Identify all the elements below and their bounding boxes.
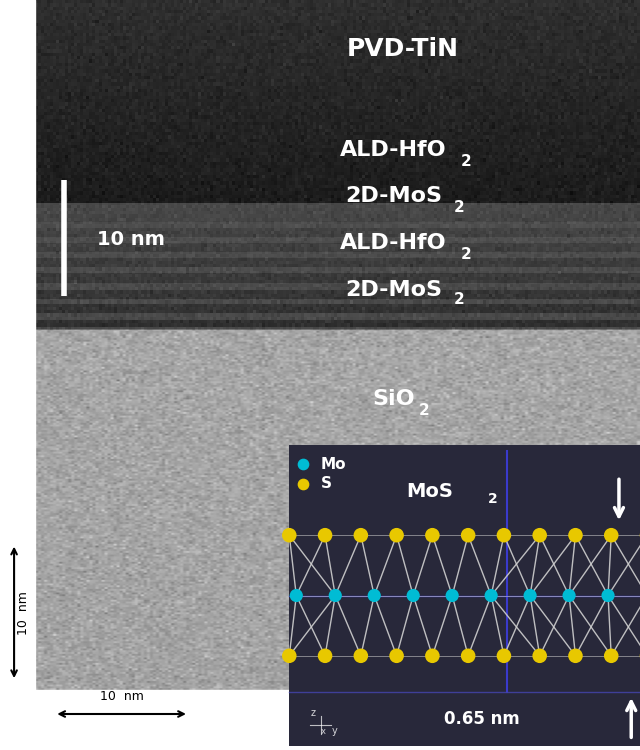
Text: 2: 2 — [454, 292, 465, 308]
Point — [392, 530, 402, 542]
Text: ALD-HfO: ALD-HfO — [340, 233, 447, 253]
Text: z: z — [310, 708, 316, 718]
Text: SiO: SiO — [372, 389, 415, 409]
Text: ALD-HfO: ALD-HfO — [340, 140, 447, 160]
Point — [369, 590, 380, 602]
Text: y: y — [332, 726, 337, 736]
Text: PVD-TiN: PVD-TiN — [347, 37, 460, 61]
Point — [284, 650, 294, 662]
Point — [447, 590, 458, 602]
Bar — [35, 283, 640, 290]
Text: 2: 2 — [461, 154, 471, 169]
Text: 2: 2 — [454, 200, 465, 214]
Point — [486, 590, 496, 602]
Point — [570, 650, 580, 662]
Point — [320, 650, 330, 662]
Bar — [35, 251, 640, 258]
Bar — [35, 298, 640, 304]
Point — [428, 530, 438, 542]
Text: 2D-MoS: 2D-MoS — [345, 280, 442, 299]
Text: Mo: Mo — [321, 457, 346, 472]
Text: MoS: MoS — [406, 482, 453, 501]
Point — [564, 590, 574, 602]
Point — [356, 650, 366, 662]
Text: 2D-MoS: 2D-MoS — [345, 187, 442, 206]
Point — [298, 458, 308, 470]
Point — [606, 530, 616, 542]
Bar — [35, 222, 640, 228]
Point — [284, 530, 294, 542]
Point — [291, 590, 301, 602]
Point — [320, 530, 330, 542]
Text: S: S — [321, 476, 332, 491]
Text: 0.65 nm: 0.65 nm — [444, 710, 520, 728]
Bar — [35, 267, 640, 272]
Text: 10 nm: 10 nm — [97, 230, 165, 250]
Text: 10  nm: 10 nm — [17, 591, 29, 634]
Point — [408, 590, 419, 602]
Point — [330, 590, 340, 602]
Point — [534, 650, 545, 662]
Bar — [35, 313, 640, 320]
Point — [463, 650, 473, 662]
Point — [356, 530, 366, 542]
Point — [499, 650, 509, 662]
Bar — [35, 327, 640, 330]
Point — [525, 590, 535, 602]
Point — [603, 590, 613, 602]
Text: 2: 2 — [461, 247, 471, 262]
Point — [534, 530, 545, 542]
Point — [570, 530, 580, 542]
Bar — [289, 445, 640, 746]
Point — [298, 478, 308, 490]
Point — [499, 530, 509, 542]
Point — [428, 650, 438, 662]
Point — [392, 650, 402, 662]
Bar — [35, 237, 640, 242]
Text: 2: 2 — [488, 492, 497, 506]
Text: 10  nm: 10 nm — [100, 690, 143, 703]
Text: 2: 2 — [419, 403, 429, 418]
Point — [463, 530, 473, 542]
Point — [606, 650, 616, 662]
Text: x: x — [321, 728, 326, 736]
